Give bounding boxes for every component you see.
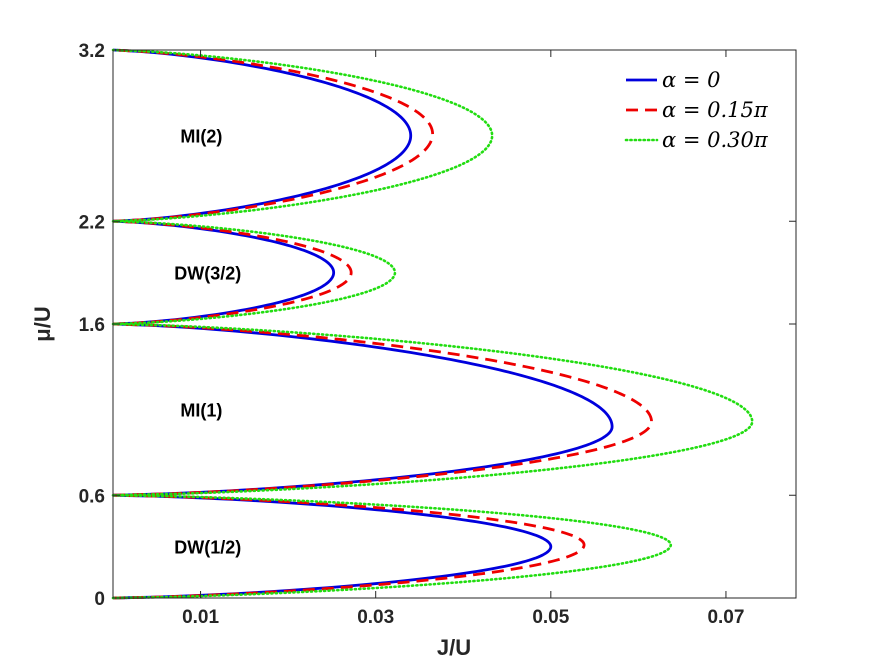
x-tick-label: 0.07 — [707, 607, 744, 628]
lobe-curve-series-1-lobe-3 — [112, 48, 435, 223]
lobe-curve-series-0-lobe-2 — [112, 219, 336, 326]
x-tick-label: 0.05 — [532, 607, 569, 628]
x-tick-label: 0.03 — [357, 607, 394, 628]
y-tick-label: 0.6 — [79, 486, 105, 507]
lobe-curve-series-2-lobe-1 — [111, 322, 754, 497]
lobe-curve-series-0-lobe-3 — [112, 48, 413, 223]
lobe-curve-series-0-lobe-1 — [112, 322, 614, 497]
y-axis-label: μ/U — [30, 306, 55, 341]
legend-label: α = 0.15π — [662, 98, 769, 122]
legend-label: α = 0 — [662, 68, 721, 92]
phase-boundary-curves — [111, 48, 754, 600]
lobe-curve-series-2-lobe-2 — [111, 219, 397, 326]
y-tick-label: 0 — [94, 589, 105, 610]
region-labels: MI(2) DW(3/2) MI(1) DW(1/2) — [174, 127, 241, 558]
lobe-curve-series-2-lobe-0 — [111, 493, 673, 600]
lobe-curve-series-0-lobe-0 — [112, 493, 553, 600]
lobe-curve-series-1-lobe-1 — [112, 322, 653, 497]
x-axis-label: J/U — [437, 635, 471, 660]
region-label: DW(1/2) — [174, 538, 241, 558]
axis-ticks: 0.01 0.03 0.05 0.07 0 0.6 1.6 2.2 3.2 — [79, 41, 796, 628]
legend-label: α = 0.30π — [662, 128, 769, 152]
y-tick-label: 3.2 — [79, 41, 105, 62]
legend: α = 0 α = 0.15π α = 0.30π — [624, 68, 769, 152]
y-tick-label: 1.6 — [79, 315, 105, 336]
x-tick-label: 0.01 — [182, 607, 219, 628]
y-tick-label: 2.2 — [79, 212, 105, 233]
lobe-curve-series-1-lobe-2 — [112, 219, 353, 326]
lobe-curve-series-2-lobe-3 — [111, 48, 494, 223]
region-label: MI(1) — [180, 401, 222, 421]
region-label: MI(2) — [180, 127, 222, 147]
region-label: DW(3/2) — [174, 264, 241, 284]
lobe-curve-series-1-lobe-0 — [112, 493, 586, 600]
